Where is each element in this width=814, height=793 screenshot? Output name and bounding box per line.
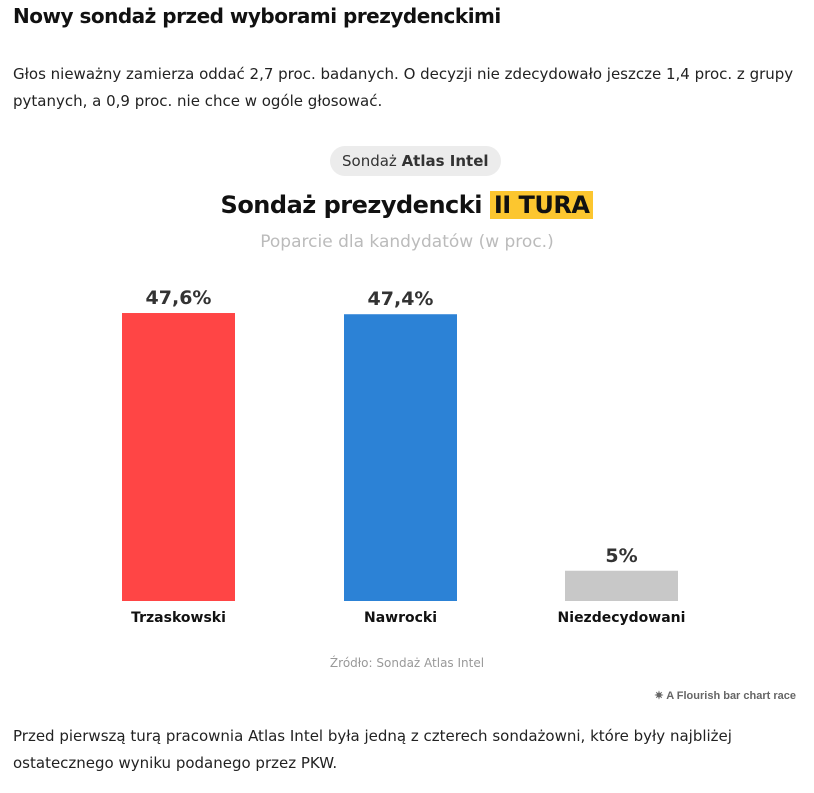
article-paragraph: Głos nieważny zamierza oddać 2,7 proc. b… <box>13 65 794 110</box>
bar-trzaskowski <box>122 313 235 601</box>
bar-value-label: 47,6% <box>146 287 212 309</box>
chart-title-highlight: II TURA <box>489 191 594 219</box>
bar-value-label: 5% <box>605 545 637 567</box>
pill-prefix: Sondaż <box>342 152 397 170</box>
article-heading: Nowy sondaż przed wyborami prezydenckimi <box>13 4 501 28</box>
article-paragraph: Przed pierwszą turą pracownia Atlas Inte… <box>13 727 732 772</box>
bar-value-label: 47,4% <box>368 288 434 310</box>
flourish-text: A Flourish bar chart race <box>666 690 796 702</box>
chart-title-text: Sondaż prezydencki <box>220 191 483 219</box>
category-label: Nawrocki <box>364 610 437 626</box>
pill-pollster: Atlas Intel <box>401 152 489 170</box>
chart-source: Źródło: Sondaż Atlas Intel <box>329 656 485 670</box>
bar-nawrocki <box>344 314 457 601</box>
poll-source-pill: Sondaż Atlas Intel <box>330 146 501 176</box>
category-label: Niezdecydowani <box>558 610 686 626</box>
chart-title: Sondaż prezydencki II TURA <box>0 191 814 219</box>
chart-subtitle: Poparcie dla kandydatów (w proc.) <box>260 232 554 252</box>
bar-niezdecydowani <box>565 570 678 601</box>
flourish-credit[interactable]: ✷ A Flourish bar chart race <box>654 689 796 702</box>
category-label: Trzaskowski <box>131 610 226 626</box>
bar-chart: 47,6% Trzaskowski 47,4% Nawrocki 5% Niezdecyd… <box>122 287 686 626</box>
flourish-icon: ✷ <box>654 690 664 702</box>
